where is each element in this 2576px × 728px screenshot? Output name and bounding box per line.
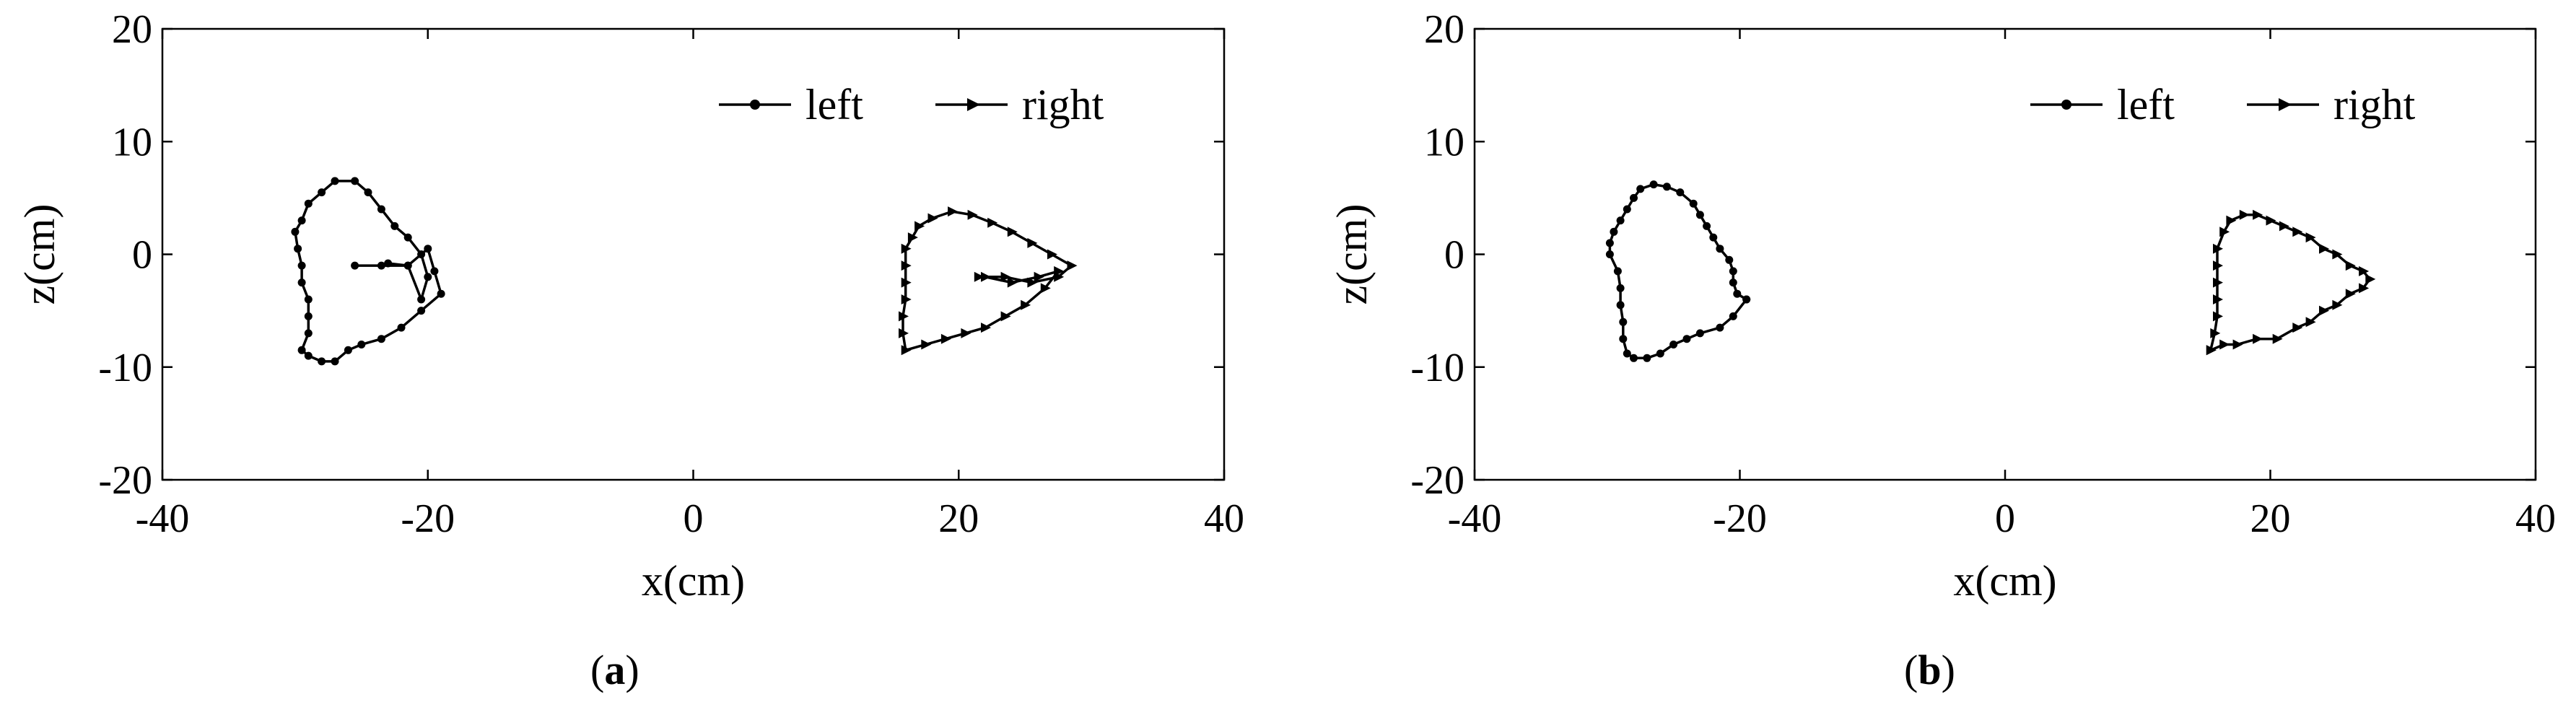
y-tick-label: -10 (98, 346, 152, 390)
y-axis-label: z(cm) (1328, 204, 1376, 305)
x-axis-label: x(cm) (1953, 557, 2056, 605)
y-axis-label: z(cm) (16, 204, 64, 305)
x-tick-label: 20 (938, 496, 979, 541)
y-tick-label: -20 (98, 458, 152, 503)
y-tick-label: 0 (1444, 233, 1464, 278)
legend-marker-right (2279, 98, 2292, 111)
x-tick-label: 20 (2250, 496, 2291, 541)
series-line-right (899, 206, 1078, 356)
y-tick-label: 10 (1424, 120, 1464, 165)
x-axis-label: x(cm) (642, 557, 745, 605)
panel-label-b: b (1918, 646, 1942, 693)
legend-marker-right (967, 98, 980, 111)
y-tick-label: 20 (1424, 7, 1464, 52)
legend-marker-left (750, 100, 760, 110)
x-tick-label: 40 (2515, 496, 2556, 541)
y-tick-label: -10 (1410, 346, 1464, 390)
legend-label-right: right (1022, 81, 1104, 128)
x-tick-label: 40 (1204, 496, 1244, 541)
x-tick-label: -40 (1448, 496, 1502, 541)
x-tick-label: -20 (401, 496, 455, 541)
y-tick-label: 10 (112, 120, 152, 165)
x-tick-label: 0 (684, 496, 704, 541)
series-line-right (2206, 209, 2376, 356)
panel-caption-a: (a) (590, 646, 639, 693)
panel-caption-b: (b) (1904, 646, 1955, 693)
legend-label-right: right (2333, 81, 2416, 128)
y-tick-label: 20 (112, 7, 152, 52)
legend: left right (2030, 81, 2416, 128)
legend-label-left: left (805, 81, 863, 128)
series-line-left (1605, 180, 1751, 362)
panel-label-a: a (604, 646, 626, 693)
legend-marker-left (2061, 100, 2071, 110)
x-tick-label: 0 (1995, 496, 2015, 541)
y-tick-label: 0 (132, 233, 152, 278)
legend-label-left: left (2117, 81, 2175, 128)
series-line-left (291, 177, 445, 366)
x-tick-label: -40 (136, 496, 190, 541)
x-tick-label: -20 (1713, 496, 1767, 541)
y-tick-label: -20 (1410, 458, 1464, 503)
legend: left right (719, 81, 1104, 128)
